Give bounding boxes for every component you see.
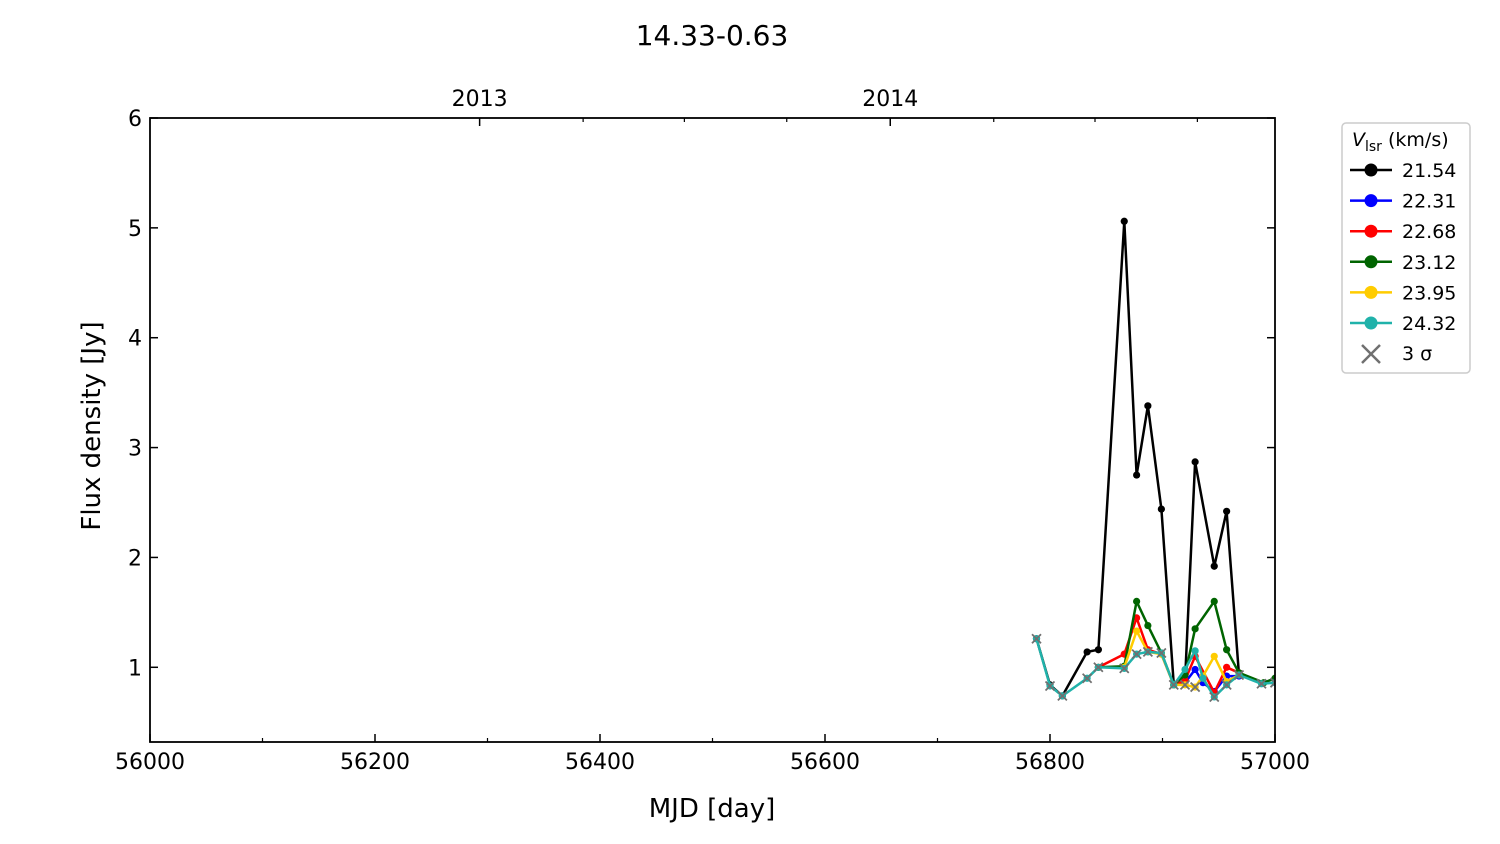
legend-swatch-dot-22.31 [1364, 194, 1378, 208]
sigma-marker-14-b [1233, 669, 1245, 681]
legend-frame [1341, 122, 1471, 374]
sigma-marker-8-b [1156, 647, 1167, 659]
y-tick-label-5: 5 [128, 217, 142, 242]
sigma-marker-10-b [1179, 679, 1191, 691]
legend-swatch-dot-24.32 [1364, 316, 1378, 330]
legend-swatch-dot-23.12 [1364, 255, 1378, 269]
legend-entry-22.68: 22.68 [1350, 221, 1456, 243]
legend-entry-21.54: 21.54 [1350, 160, 1456, 182]
sigma-marker-0-b [1031, 633, 1042, 644]
data-point-23.12-3 [1144, 621, 1152, 630]
sigma-marker-15-b [1256, 678, 1267, 689]
data-point-23.12-2 [1133, 597, 1141, 605]
data-point-24.32-11 [1191, 647, 1199, 655]
series-24.32 [1032, 635, 1275, 701]
legend-title: Vlsr (km/s) [1352, 129, 1449, 155]
legend-title-unit: (km/s) [1382, 129, 1449, 151]
data-point-21.54-5 [1120, 217, 1128, 225]
y-tick-label-2: 2 [128, 546, 142, 571]
plot-frame [149, 117, 1276, 743]
data-point-21.54-11 [1191, 458, 1199, 466]
sigma-marker-13-b [1221, 679, 1232, 691]
legend-title-main: V [1352, 129, 1367, 151]
legend-label-23.12: 23.12 [1402, 252, 1456, 274]
data-point-23.95-8 [1210, 652, 1218, 660]
x-tick-label-56200: 56200 [340, 750, 410, 775]
top-tick-label-2014: 2014 [862, 87, 918, 112]
data-point-24.32-12 [1199, 674, 1207, 682]
data-point-21.54-7 [1144, 402, 1152, 410]
data-point-21.54-13 [1223, 507, 1231, 515]
legend-entry-sigma: 3 σ [1361, 343, 1432, 365]
sigma-marker-6-b [1131, 648, 1142, 660]
sigma-marker-2-b [1057, 690, 1068, 701]
sigma-marker-9-b [1168, 679, 1179, 691]
legend: Vlsr (km/s) 21.54 22.31 22.68 23.12 23.95 24.… [1341, 122, 1471, 374]
x-axis-title: MJD [day] [649, 794, 776, 824]
sigma-marker-5-b [1119, 663, 1130, 674]
data-point-21.54-12 [1210, 562, 1218, 570]
legend-label-22.31: 22.31 [1402, 191, 1456, 213]
data-point-21.54-6 [1133, 471, 1141, 479]
y-tick-label-1: 1 [128, 656, 142, 681]
legend-sigma-x-marker-b [1361, 344, 1381, 364]
sigma-marker-16 [1269, 677, 1275, 684]
sigma-marker-12-b [1209, 691, 1220, 703]
y-tick-label-6: 6 [128, 107, 142, 132]
data-point-21.54-4 [1094, 646, 1102, 654]
sigma-marker-3-b [1081, 673, 1093, 684]
legend-sigma-label: 3 σ [1402, 343, 1432, 365]
legend-label-21.54: 21.54 [1402, 160, 1456, 182]
y-axis-title: Flux density [Jy] [77, 321, 107, 530]
series-21.54 [1032, 217, 1243, 700]
x-tick-label-57000: 57000 [1240, 750, 1310, 775]
sigma-marker-4-b [1093, 662, 1104, 673]
data-point-23.95-1 [1133, 627, 1141, 635]
legend-label-24.32: 24.32 [1402, 313, 1456, 335]
legend-entry-23.95: 23.95 [1350, 282, 1456, 304]
y-tick-label-3: 3 [128, 437, 142, 462]
chart-title: 14.33-0.63 [636, 19, 789, 52]
legend-label-22.68: 22.68 [1402, 221, 1456, 243]
data-point-22.68-9 [1223, 663, 1231, 671]
sigma-markers [1031, 633, 1275, 703]
x-tick-label-56600: 56600 [790, 750, 860, 775]
data-point-21.54-3 [1083, 648, 1091, 656]
y-tick-label-4: 4 [128, 327, 142, 352]
x-tick-label-56400: 56400 [565, 750, 635, 775]
data-point-21.54-8 [1157, 505, 1165, 513]
top-tick-label-2013: 2013 [452, 87, 508, 112]
data-point-22.31-2 [1191, 665, 1199, 674]
legend-title-sub: lsr [1365, 139, 1382, 155]
legend-entries: 21.54 22.31 22.68 23.12 23.95 24.32 [1350, 160, 1456, 335]
sigma-marker-1-b [1044, 680, 1056, 692]
data-point-23.12-8 [1210, 597, 1218, 605]
series-layer [1031, 217, 1275, 703]
axis-layer: 56000 56200 56400 56600 56800 57000 1 2 3 4 5 6 2013… [115, 87, 1310, 775]
legend-label-23.95: 23.95 [1402, 282, 1456, 304]
data-point-23.12-9 [1223, 646, 1231, 654]
legend-swatch-dot-23.95 [1364, 285, 1378, 299]
sigma-marker-11-b [1189, 681, 1201, 693]
legend-swatch-dot-22.68 [1364, 224, 1378, 238]
legend-entry-24.32: 24.32 [1350, 313, 1456, 335]
data-point-24.32-10 [1181, 665, 1189, 674]
x-tick-label-56800: 56800 [1015, 750, 1085, 775]
data-point-23.12-7 [1191, 625, 1199, 633]
sigma-marker-7-b [1142, 646, 1154, 658]
legend-entry-22.31: 22.31 [1350, 191, 1456, 213]
legend-swatch-dot-21.54 [1364, 163, 1378, 177]
x-tick-label-56000: 56000 [115, 750, 185, 775]
legend-entry-23.12: 23.12 [1350, 252, 1456, 274]
sigma-marker-16-b [1269, 681, 1275, 688]
